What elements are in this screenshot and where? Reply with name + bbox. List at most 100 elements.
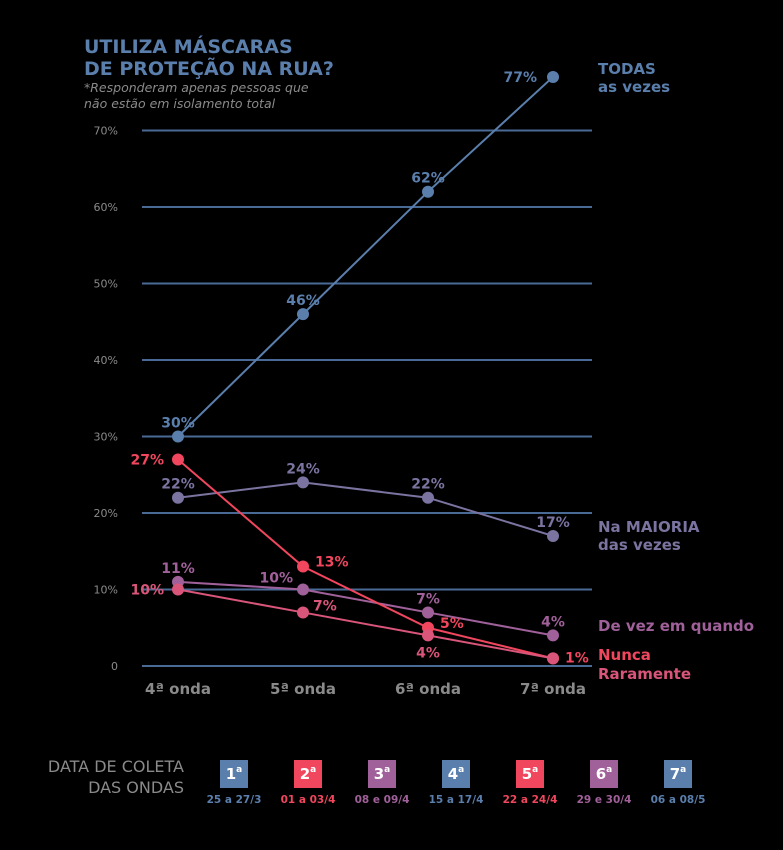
data-point bbox=[547, 529, 559, 542]
data-label: 77% bbox=[503, 70, 537, 86]
subtitle-line-1: *Responderam apenas pessoas que bbox=[84, 80, 309, 95]
y-tick-label: 50% bbox=[94, 278, 118, 291]
wave-date: 01 a 03/4 bbox=[280, 794, 336, 806]
series-name-label: das vezes bbox=[598, 536, 681, 554]
data-point bbox=[422, 606, 434, 619]
series-name-label: as vezes bbox=[598, 78, 670, 96]
wave-number: 4 bbox=[447, 765, 459, 783]
title-line-2: DE PROTEÇÃO NA RUA? bbox=[84, 58, 334, 80]
wave-number-box: 4a bbox=[442, 760, 470, 788]
wave-item: 2a 01 a 03/4 bbox=[268, 760, 348, 806]
data-label: 30% bbox=[161, 416, 195, 432]
series-name-label: Na MAIORIA bbox=[598, 518, 700, 536]
data-label: 17% bbox=[536, 515, 570, 531]
series-line bbox=[177, 580, 554, 637]
data-label: 46% bbox=[286, 293, 320, 309]
wave-ordinal: a bbox=[236, 765, 243, 775]
x-axis-labels: 4ª onda 5ª onda 6ª onda 7ª onda bbox=[145, 680, 586, 698]
wave-legend-title-line-1: DATA DE COLETA bbox=[47, 757, 184, 776]
y-tick-label: 40% bbox=[94, 354, 118, 367]
data-point bbox=[172, 491, 184, 504]
series-lines bbox=[177, 76, 554, 660]
data-label: 11% bbox=[161, 561, 195, 577]
y-tick-label: 10% bbox=[94, 584, 118, 597]
series-line bbox=[177, 481, 554, 537]
wave-item: 5a 22 a 24/4 bbox=[490, 760, 570, 806]
data-point bbox=[547, 629, 559, 642]
data-point bbox=[547, 652, 559, 665]
wave-date: 22 a 24/4 bbox=[502, 794, 558, 806]
wave-number: 6 bbox=[595, 765, 607, 783]
wave-number-box: 6a bbox=[590, 760, 618, 788]
series-name-label: TODAS bbox=[598, 60, 656, 78]
wave-date: 29 e 30/4 bbox=[576, 794, 632, 806]
subtitle-line-2: não estão em isolamento total bbox=[84, 96, 276, 111]
wave-number: 2 bbox=[299, 765, 311, 783]
wave-number-box: 7a bbox=[664, 760, 692, 788]
wave-date: 06 a 08/5 bbox=[650, 794, 706, 806]
x-tick-label: 5ª onda bbox=[270, 680, 336, 698]
data-label: 10% bbox=[259, 571, 293, 587]
data-point bbox=[297, 476, 309, 489]
y-tick-label: 60% bbox=[94, 201, 118, 214]
wave-ordinal: a bbox=[680, 765, 687, 775]
wave-ordinal: a bbox=[310, 765, 317, 775]
wave-ordinal: a bbox=[458, 765, 465, 775]
wave-ordinal: a bbox=[384, 765, 391, 775]
data-label: 22% bbox=[161, 477, 195, 493]
wave-legend-title-line-2: DAS ONDAS bbox=[88, 778, 184, 797]
title-line-1: UTILIZA MÁSCARAS bbox=[84, 36, 293, 58]
data-label: 4% bbox=[416, 645, 440, 661]
data-label: 7% bbox=[416, 591, 440, 607]
y-tick-label: 0 bbox=[111, 660, 118, 673]
series-line bbox=[177, 458, 554, 660]
data-label: 7% bbox=[313, 598, 337, 614]
series-name-label: De vez em quando bbox=[598, 617, 754, 635]
data-label: 10% bbox=[130, 583, 164, 599]
wave-date: 08 e 09/4 bbox=[354, 794, 410, 806]
data-point bbox=[422, 629, 434, 642]
data-point bbox=[297, 560, 309, 573]
data-label: 24% bbox=[286, 461, 320, 477]
series-name-label: Raramente bbox=[598, 665, 691, 683]
data-label: 4% bbox=[541, 614, 565, 630]
wave-legend-title: DATA DE COLETA DAS ONDAS bbox=[20, 756, 184, 798]
data-label: 27% bbox=[130, 452, 164, 468]
data-label: 5% bbox=[440, 616, 464, 632]
y-axis-labels: 0 10% 20% 30% 40% 50% 60% 70% bbox=[94, 125, 118, 674]
wave-number-box: 1a bbox=[220, 760, 248, 788]
data-point bbox=[172, 453, 184, 466]
series-points bbox=[172, 70, 559, 665]
wave-ordinal: a bbox=[532, 765, 539, 775]
wave-item: 6a 29 e 30/4 bbox=[564, 760, 644, 806]
data-label: 62% bbox=[411, 171, 445, 187]
wave-item: 7a 06 a 08/5 bbox=[638, 760, 718, 806]
wave-date: 25 a 27/3 bbox=[206, 794, 262, 806]
series-name-label: Nunca bbox=[598, 646, 651, 664]
wave-number: 3 bbox=[373, 765, 385, 783]
wave-number-box: 2a bbox=[294, 760, 322, 788]
wave-number: 1 bbox=[225, 765, 237, 783]
wave-number-box: 3a bbox=[368, 760, 396, 788]
x-tick-label: 7ª onda bbox=[520, 680, 586, 698]
line-chart: 0 10% 20% 30% 40% 50% 60% 70% 4ª onda 5ª onda 6ª … bbox=[94, 60, 755, 698]
data-point bbox=[422, 185, 434, 198]
series-line bbox=[177, 76, 554, 438]
data-label: 13% bbox=[315, 555, 349, 571]
wave-number: 7 bbox=[669, 765, 681, 783]
series-line bbox=[177, 588, 554, 660]
data-point bbox=[297, 606, 309, 619]
wave-date: 15 a 17/4 bbox=[428, 794, 484, 806]
chart-subtitle: *Responderam apenas pessoas que não estã… bbox=[84, 80, 334, 112]
wave-ordinal: a bbox=[606, 765, 613, 775]
point-labels: 30% 46% 62% 77% 22% 24% 22% 17% 11% 10% 7% 4% 27% 13%… bbox=[130, 70, 588, 666]
data-point bbox=[422, 491, 434, 504]
data-point bbox=[172, 583, 184, 596]
data-label: 22% bbox=[411, 477, 445, 493]
wave-item: 4a 15 a 17/4 bbox=[416, 760, 496, 806]
data-point bbox=[547, 70, 559, 83]
x-tick-label: 6ª onda bbox=[395, 680, 461, 698]
wave-item: 3a 08 e 09/4 bbox=[342, 760, 422, 806]
chart-title: UTILIZA MÁSCARAS DE PROTEÇÃO NA RUA? bbox=[84, 36, 334, 80]
